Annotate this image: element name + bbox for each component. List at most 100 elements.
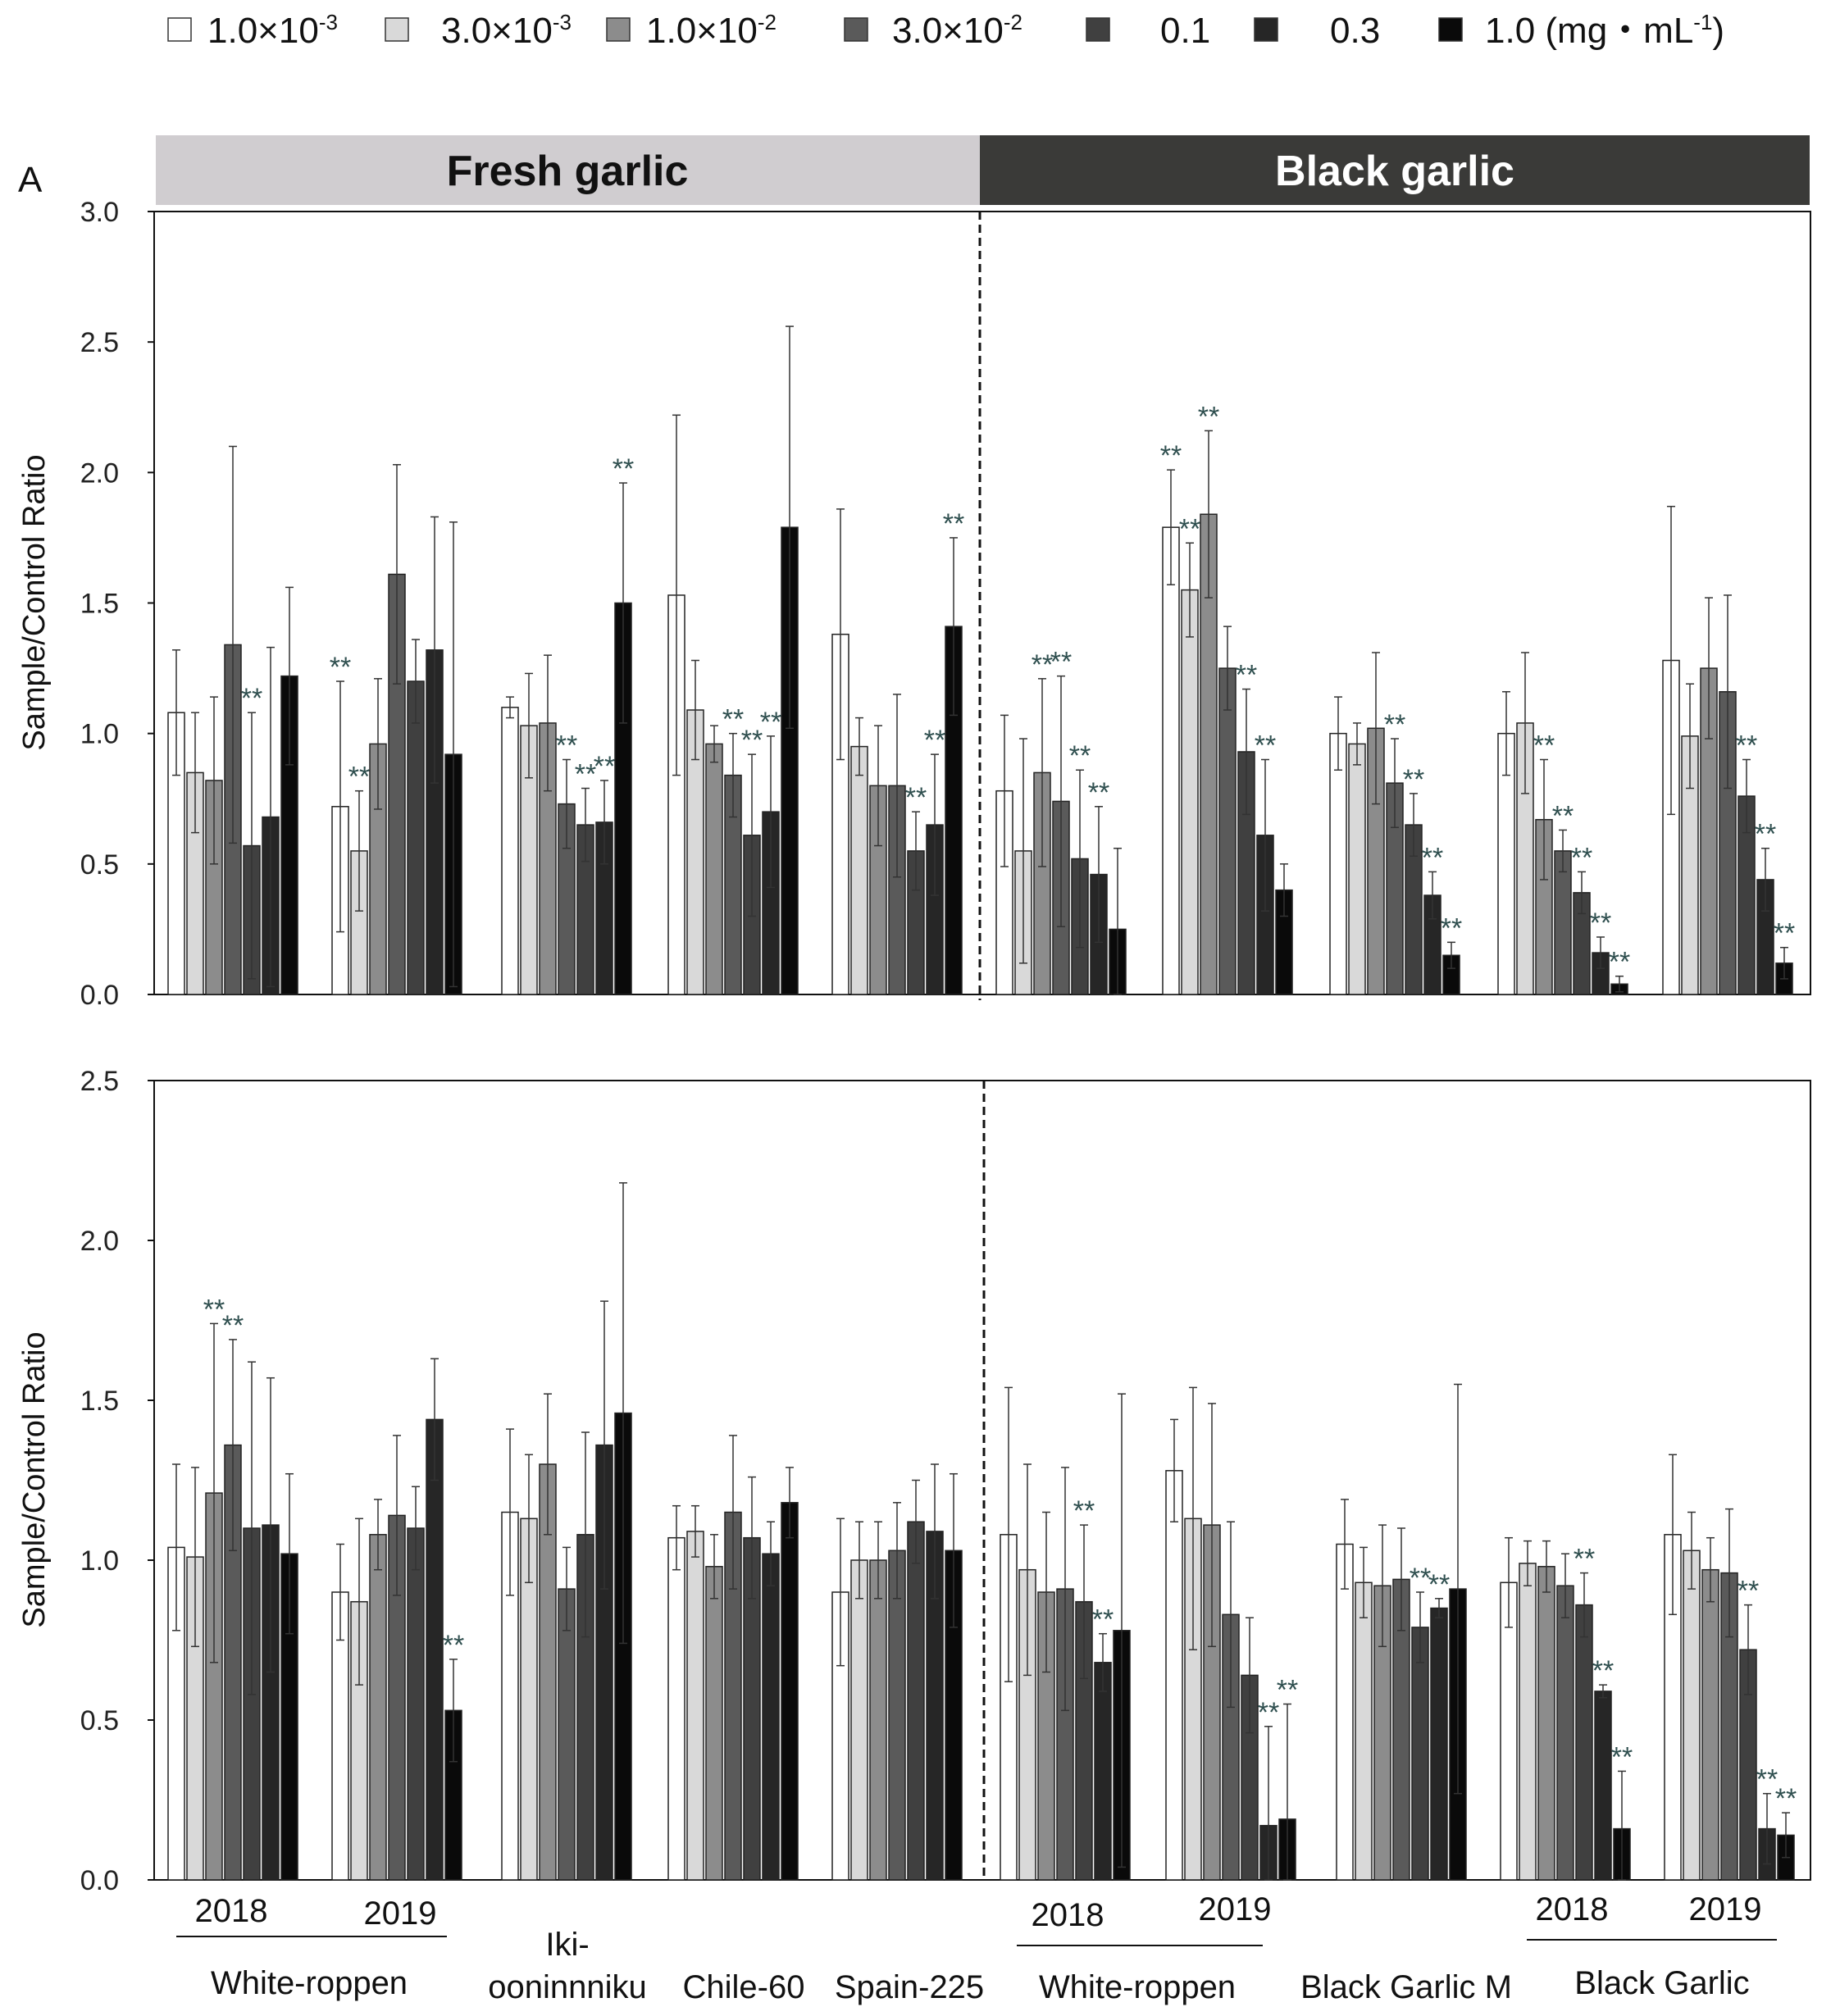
significance-mark: ** [1277,1675,1298,1706]
significance-mark: ** [722,704,744,735]
significance-mark: ** [348,762,370,793]
bar [1701,1568,1719,1881]
y-tick-label: 0.0 [80,980,119,1011]
upper-chart-panel: 0.0 0.5 1.0 1.5 2.0 2.5 3.0 Sample/Control Rat… [17,197,1811,1011]
bar [369,1534,387,1881]
significance-mark: ** [222,1310,244,1341]
upper-bars: ****************************************… [167,325,1795,995]
group-label: Iki- [545,1927,589,1963]
significance-mark: ** [443,1630,464,1661]
y-tick-label: 0.5 [80,849,119,881]
bar [907,1521,925,1881]
bar [1181,589,1199,995]
significance-mark: ** [760,707,781,738]
significance-mark: ** [1032,649,1053,680]
significance-mark: ** [1073,1495,1095,1527]
significance-mark: ** [943,508,964,539]
category-labels: 2018 2019 White-roppen Iki- ooninnniku C… [176,1891,1777,2005]
significance-mark: ** [1590,908,1611,939]
bar [1094,1662,1112,1881]
significance-mark: ** [1755,819,1776,850]
y-tick-label: 2.0 [80,457,119,489]
significance-mark: ** [594,751,615,782]
bar [869,1559,887,1881]
bar [1430,1607,1448,1881]
legend-swatch [385,17,409,42]
group-label: White-roppen [1039,1969,1236,2005]
significance-mark: ** [905,782,927,813]
y-tick-label: 2.5 [80,327,119,358]
y-tick-label: 0.5 [80,1705,119,1736]
legend-swatch [1438,17,1463,42]
legend-swatch [606,17,631,42]
bar [888,1550,906,1881]
legend: 1.0×10-3 3.0×10-3 1.0×10-2 3.0×10-2 0.1 0.3 1.… [167,10,1724,51]
y-tick-label: 1.5 [80,1386,119,1417]
significance-mark: ** [924,725,945,756]
significance-mark: ** [1410,1563,1431,1594]
legend-swatch [1086,17,1110,42]
significance-mark: ** [1571,842,1592,873]
bar [1336,1543,1354,1881]
significance-mark: ** [1088,777,1109,808]
significance-mark: ** [203,1294,225,1325]
legend-label: 0.3 [1330,11,1380,51]
y-tick-label: 2.5 [80,1066,119,1097]
significance-mark: ** [1384,709,1405,740]
group-label: Chile-60 [683,1969,805,2005]
group-label: ooninnniku [488,1969,647,2005]
bar [781,1502,799,1881]
group-label: Black Garlic [1574,1965,1749,2001]
significance-mark: ** [1198,401,1219,432]
bar [1162,526,1180,995]
lower-plot-frame [153,1080,1811,1881]
bar [407,1527,425,1881]
y-tick-label: 1.5 [80,589,119,620]
legend-label: 3.0×10-3 [441,10,572,51]
significance-mark: ** [1736,730,1757,762]
legend-label: 1.0 (mg・mL-1) [1485,10,1724,51]
significance-mark: ** [1574,1544,1595,1575]
y-tick-label: 1.0 [80,719,119,750]
legend-swatch [844,17,868,42]
significance-mark: ** [575,759,596,790]
significance-mark: ** [1236,660,1257,691]
bar [850,745,868,995]
group-label: Black Garlic M [1300,1969,1512,2005]
significance-mark: ** [1050,647,1072,678]
significance-mark: ** [330,652,351,683]
bar [1554,850,1572,995]
legend-swatch [167,17,192,42]
bar [1575,1604,1593,1881]
y-tick-label: 1.0 [80,1545,119,1577]
significance-mark: ** [556,730,577,762]
bar [705,743,723,995]
bar [1348,743,1366,995]
y-tick-label: 2.0 [80,1226,119,1257]
y-tick-label: 0.0 [80,1865,119,1896]
bar [686,1531,704,1881]
year-label: 2018 [1536,1891,1609,1927]
significance-mark: ** [1775,1783,1797,1814]
legend-swatch [1254,17,1278,42]
year-label: 2019 [364,1895,437,1932]
panel-label: A [18,160,43,200]
significance-mark: ** [613,453,634,485]
significance-mark: ** [1255,730,1276,762]
bar [850,1559,868,1881]
significance-mark: ** [1609,947,1630,978]
bar [1594,1691,1612,1881]
group-label: Spain-225 [835,1969,984,2005]
significance-mark: ** [741,725,763,756]
significance-mark: ** [1422,842,1443,873]
fresh-garlic-banner [156,135,980,205]
significance-mark: ** [1738,1576,1759,1607]
bar [705,1566,723,1881]
bar [1329,732,1347,995]
significance-mark: ** [241,683,262,714]
bar [407,680,425,995]
significance-mark: ** [1069,740,1091,771]
legend-label: 3.0×10-2 [892,10,1022,51]
year-label: 2019 [1689,1891,1762,1927]
